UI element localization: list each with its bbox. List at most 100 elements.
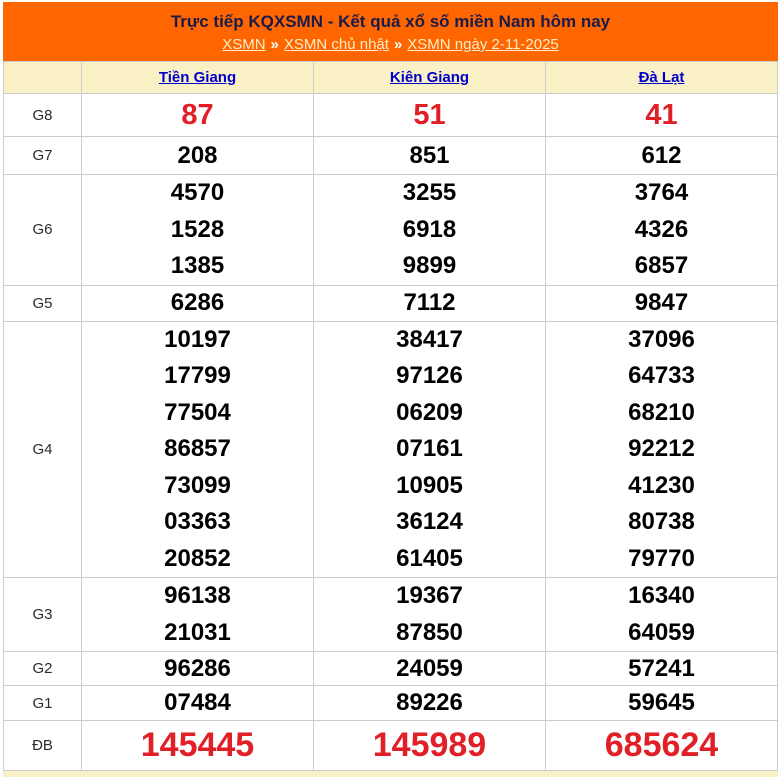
result-cell: 3764 4326 6857 bbox=[545, 174, 778, 286]
result-cell: 37096 64733 68210 92212 41230 80738 7977… bbox=[545, 320, 778, 578]
result-number: 57241 bbox=[545, 651, 778, 686]
result-cell: 19367 87850 bbox=[313, 577, 546, 652]
table-header-row: Tiền Giang Kiên Giang Đà Lạt bbox=[3, 61, 778, 94]
results-table: Tiền Giang Kiên Giang Đà Lạt G8 87 51 41… bbox=[3, 61, 778, 771]
result-number: 685624 bbox=[545, 720, 778, 771]
result-number: 19367 bbox=[396, 582, 463, 609]
result-cell: 16340 64059 bbox=[545, 577, 778, 652]
breadcrumb-separator: » bbox=[393, 36, 403, 53]
prize-column-header bbox=[3, 61, 82, 94]
result-number: 86857 bbox=[164, 435, 231, 462]
result-number: 03363 bbox=[164, 508, 231, 535]
prize-label: G8 bbox=[3, 93, 82, 137]
result-number: 4326 bbox=[634, 215, 689, 243]
result-number: 59645 bbox=[545, 685, 778, 721]
result-number: 1528 bbox=[170, 215, 225, 243]
result-number: 07161 bbox=[396, 435, 463, 462]
bottom-strip bbox=[3, 771, 778, 777]
result-cell: 10197 17799 77504 86857 73099 03363 2085… bbox=[81, 320, 314, 578]
result-number: 9899 bbox=[402, 252, 457, 279]
province-header-tien-giang: Tiền Giang bbox=[81, 61, 314, 94]
prize-row-db: ĐB 145445 145989 685624 bbox=[3, 720, 778, 771]
breadcrumb-separator: » bbox=[270, 36, 279, 53]
result-number: 10197 bbox=[164, 325, 231, 353]
prize-row-g8: G8 87 51 41 bbox=[3, 93, 778, 137]
page-title: Trực tiếp KQXSMN - Kết quả xổ số miền Na… bbox=[170, 12, 611, 31]
result-number: 24059 bbox=[313, 651, 546, 686]
province-link-kien-giang[interactable]: Kiên Giang bbox=[389, 68, 470, 86]
breadcrumb-link-xsmn[interactable]: XSMN bbox=[222, 36, 266, 53]
result-number: 92212 bbox=[628, 435, 695, 462]
result-number: 38417 bbox=[396, 325, 463, 353]
result-number: 77504 bbox=[164, 398, 231, 426]
result-number: 17799 bbox=[164, 362, 231, 389]
result-number: 87850 bbox=[396, 618, 463, 646]
result-number: 64059 bbox=[628, 618, 695, 646]
result-cell: 4570 1528 1385 bbox=[81, 174, 314, 286]
result-number: 96286 bbox=[81, 651, 314, 686]
prize-row-g3: G3 96138 21031 19367 87850 16340 64059 bbox=[3, 577, 778, 652]
result-cell: 96138 21031 bbox=[81, 577, 314, 652]
result-number: 145989 bbox=[313, 720, 546, 771]
result-number: 6918 bbox=[402, 215, 457, 243]
result-number: 37096 bbox=[628, 325, 695, 353]
result-number: 6857 bbox=[634, 252, 689, 279]
prize-row-g7: G7 208 851 612 bbox=[3, 136, 778, 175]
prize-row-g5: G5 6286 7112 9847 bbox=[3, 284, 778, 322]
province-link-da-lat[interactable]: Đà Lạt bbox=[638, 68, 685, 86]
result-number: 06209 bbox=[396, 398, 463, 426]
result-number: 07484 bbox=[81, 685, 314, 721]
result-number: 97126 bbox=[396, 362, 463, 389]
result-number: 96138 bbox=[164, 582, 231, 609]
prize-label: G5 bbox=[3, 284, 82, 322]
breadcrumb-link-xsmn-chu-nhat[interactable]: XSMN chủ nhật bbox=[283, 36, 389, 53]
result-cell: 38417 97126 06209 07161 10905 36124 6140… bbox=[313, 320, 546, 578]
result-number: 208 bbox=[81, 136, 314, 175]
result-number: 16340 bbox=[628, 582, 695, 609]
result-number: 9847 bbox=[545, 284, 778, 322]
result-number: 7112 bbox=[313, 284, 546, 322]
result-number: 6286 bbox=[81, 284, 314, 322]
result-number: 87 bbox=[81, 93, 314, 137]
result-number: 4570 bbox=[170, 179, 225, 206]
prize-label: ĐB bbox=[3, 720, 82, 771]
prize-label: G3 bbox=[3, 577, 82, 652]
result-number: 145445 bbox=[81, 720, 314, 771]
breadcrumb: XSMN» XSMN chủ nhật» XSMN ngày 2-11-2025 bbox=[7, 35, 774, 54]
result-number: 20852 bbox=[164, 544, 231, 572]
result-number: 851 bbox=[313, 136, 546, 175]
result-number: 89226 bbox=[313, 685, 546, 721]
prize-row-g2: G2 96286 24059 57241 bbox=[3, 651, 778, 686]
province-link-tien-giang[interactable]: Tiền Giang bbox=[158, 68, 237, 86]
breadcrumb-link-xsmn-ngay[interactable]: XSMN ngày 2-11-2025 bbox=[407, 36, 559, 53]
province-header-da-lat: Đà Lạt bbox=[545, 61, 778, 94]
prize-row-g6: G6 4570 1528 1385 3255 6918 9899 3764 43… bbox=[3, 174, 778, 286]
page-header: Trực tiếp KQXSMN - Kết quả xổ số miền Na… bbox=[3, 2, 778, 61]
prize-label: G7 bbox=[3, 136, 82, 175]
prize-row-g4: G4 10197 17799 77504 86857 73099 03363 2… bbox=[3, 320, 778, 578]
result-number: 68210 bbox=[628, 398, 695, 426]
result-number: 3764 bbox=[634, 179, 689, 206]
result-number: 10905 bbox=[396, 471, 463, 499]
prize-row-g1: G1 07484 89226 59645 bbox=[3, 685, 778, 721]
result-number: 1385 bbox=[170, 252, 225, 279]
result-number: 21031 bbox=[164, 618, 231, 646]
prize-label: G6 bbox=[3, 174, 82, 286]
prize-label: G1 bbox=[3, 685, 82, 721]
prize-label: G2 bbox=[3, 651, 82, 686]
result-number: 73099 bbox=[164, 471, 231, 499]
result-number: 61405 bbox=[396, 544, 463, 572]
prize-label: G4 bbox=[3, 320, 82, 578]
result-number: 36124 bbox=[396, 508, 463, 535]
province-header-kien-giang: Kiên Giang bbox=[313, 61, 546, 94]
result-number: 41 bbox=[545, 93, 778, 137]
result-cell: 3255 6918 9899 bbox=[313, 174, 546, 286]
result-number: 3255 bbox=[402, 179, 457, 206]
result-number: 80738 bbox=[628, 508, 695, 535]
result-number: 612 bbox=[545, 136, 778, 175]
result-number: 79770 bbox=[628, 544, 695, 572]
result-number: 41230 bbox=[628, 471, 695, 499]
result-number: 51 bbox=[313, 93, 546, 137]
result-number: 64733 bbox=[628, 362, 695, 389]
